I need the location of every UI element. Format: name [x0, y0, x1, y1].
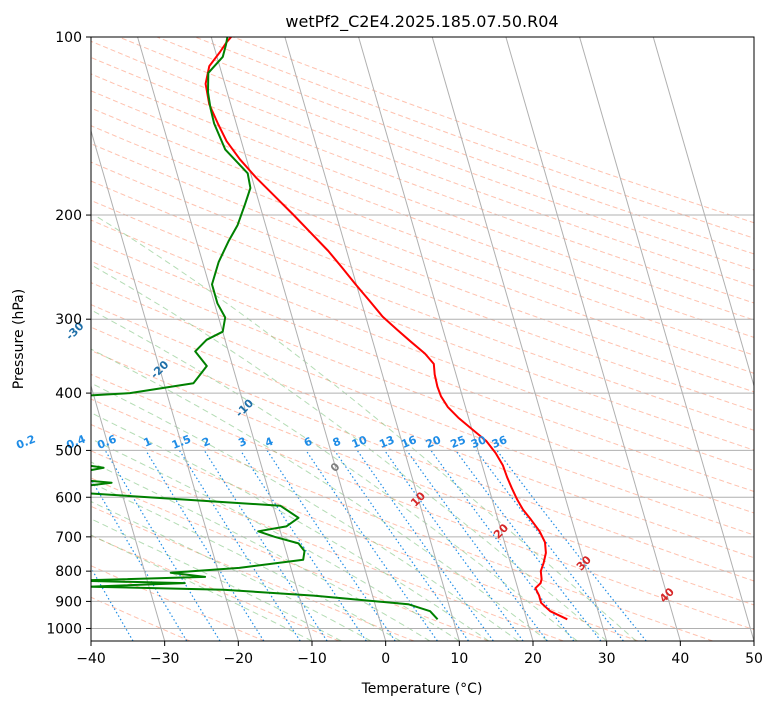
temperature-profile-line: [204, 37, 568, 621]
dry-adiabat-line: [91, 90, 754, 338]
moist-adiabat-line: [91, 461, 431, 641]
skew-isotherm-line: [137, 37, 313, 641]
moist-adiabat-line: [91, 518, 342, 641]
dry-adiabat-line: [91, 505, 415, 641]
x-tick-label: 50: [745, 651, 763, 667]
mixing-ratio-label: 13: [377, 433, 396, 451]
moist-adiabat-line: [91, 348, 548, 641]
dry-adiabat-line: [91, 282, 754, 536]
dewpoint-profile-line: [91, 37, 439, 620]
skew-isotherm-line: [431, 37, 608, 641]
mixing-ratio-label: 3: [236, 435, 248, 450]
dry-adiabat-line: [91, 125, 754, 374]
y-tick-label: 700: [55, 530, 82, 546]
dry-adiabat-line: [91, 107, 754, 356]
y-tick-label: 1000: [46, 621, 82, 637]
mixing-ratio-line: [104, 450, 221, 641]
mixing-ratio-line: [406, 450, 548, 641]
mixing-ratio-label: 16: [399, 433, 418, 451]
mixing-ratio-label: 10: [350, 433, 369, 451]
dry-adiabat-line: [91, 398, 713, 641]
skew-isotherm-line: [210, 37, 387, 641]
y-tick-label: 400: [55, 386, 82, 402]
chart-title: wetPf2_C2E4.2025.185.07.50.R04: [285, 12, 558, 32]
dry-adiabat-line: [91, 161, 754, 412]
y-tick-label: 200: [55, 208, 82, 224]
dry-adiabat-line: [91, 143, 754, 393]
mixing-ratio-line: [145, 450, 265, 641]
x-tick-label: −40: [76, 651, 106, 667]
skew-isotherm-line: [505, 37, 681, 641]
dry-adiabat-line: [91, 450, 564, 641]
x-tick-label: −20: [224, 651, 254, 667]
skew-isotherm-line: [579, 37, 754, 641]
mixing-ratio-line: [178, 450, 301, 641]
mixing-ratio-line: [384, 450, 524, 641]
mixing-ratio-line: [305, 450, 438, 641]
mixing-ratio-line: [430, 450, 575, 641]
moist-adiabat-line: [91, 264, 608, 641]
x-tick-label: 40: [671, 651, 689, 667]
mixing-ratio-label: 25: [449, 433, 468, 451]
dry-adiabat-line: [91, 180, 754, 431]
x-axis-label: Temperature (°C): [361, 681, 483, 697]
dry-adiabat-line: [91, 73, 754, 321]
mixing-ratio-label: 1: [142, 435, 154, 450]
dry-adiabat-line: [91, 424, 639, 641]
mixing-ratio-label: 20: [424, 433, 443, 451]
grid-lines: [91, 37, 754, 641]
mixing-ratio-label: 8: [331, 435, 343, 450]
dry-adiabat-line: [91, 239, 754, 492]
mixing-ratio-line: [239, 450, 367, 641]
dry-adiabat-line: [91, 219, 754, 472]
skew-isotherm-line: [91, 129, 239, 641]
x-tick-label: 0: [381, 651, 390, 667]
moist-adiabat-line: [91, 309, 578, 641]
y-axis: 100 200 300 400 500 600 700 800 900 1000: [46, 30, 91, 637]
dry-adiabat-line: [91, 565, 265, 641]
y-tick-label: 900: [55, 594, 82, 610]
dry-adiabat-line: [91, 199, 754, 451]
x-tick-label: 10: [450, 651, 468, 667]
y-tick-label: 600: [55, 490, 82, 506]
x-axis: −40 −30 −20 −10 0 10 20 30 40 50: [76, 641, 763, 667]
dry-adiabat-line: [91, 326, 754, 582]
y-tick-label: 800: [55, 564, 82, 580]
plot-frame: [90, 36, 755, 642]
dry-adiabat-line: [91, 373, 754, 631]
y-axis-label: Pressure (hPa): [11, 289, 27, 389]
skew-isotherm-line: [91, 384, 166, 641]
mixing-ratio-line: [334, 450, 469, 641]
x-tick-label: −30: [150, 651, 180, 667]
y-tick-label: 500: [55, 443, 82, 459]
dry-adiabat-line: [91, 56, 754, 304]
skew-isotherm-line: [358, 37, 534, 641]
x-tick-label: 30: [598, 651, 616, 667]
dry-adiabat-line: [91, 477, 489, 641]
dry-adiabat-line: [91, 349, 754, 606]
x-tick-label: −10: [297, 651, 327, 667]
dry-adiabat-line: [91, 40, 754, 287]
moist-adiabat-line: [93, 214, 637, 641]
skew-isotherm-line: [652, 37, 754, 388]
mixing-ratio-label: 30: [469, 433, 488, 451]
x-tick-label: 20: [524, 651, 542, 667]
mixing-ratio-label: 2: [200, 435, 212, 450]
mixing-ratio-label: 36: [490, 433, 509, 451]
moist-adiabat-line: [91, 382, 519, 641]
moist-adiabat-line: [91, 534, 313, 641]
skew-isotherm-line: [284, 37, 460, 641]
y-tick-label: 300: [55, 312, 82, 328]
y-tick-label: 100: [55, 30, 82, 46]
series-lines: [91, 37, 568, 621]
